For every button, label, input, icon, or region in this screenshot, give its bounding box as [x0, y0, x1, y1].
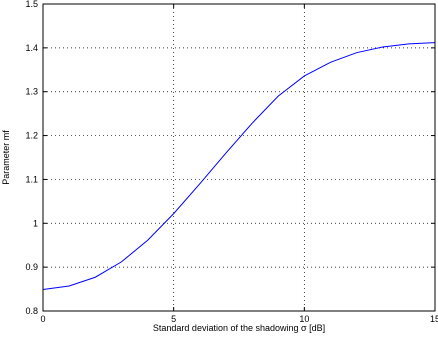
ticks-layer: 0 5 10 15 0.8 0.9 1 1.1 1.2 1.3 1.4 1.5 — [25, 0, 438, 324]
x-tick-label: 15 — [430, 314, 438, 324]
x-tick-label: 10 — [299, 314, 309, 324]
y-tick-label: 0.8 — [25, 306, 38, 316]
y-tick-label: 0.9 — [25, 262, 38, 272]
y-axis-label: Parameter mf — [1, 130, 11, 185]
x-tick-label: 5 — [171, 314, 176, 324]
y-tick-label: 1.1 — [25, 174, 38, 184]
y-tick-label: 1.5 — [25, 0, 38, 9]
series-line — [42, 42, 436, 291]
y-tick-label: 1.4 — [25, 43, 38, 53]
x-axis-label: Standard deviation of the shadowing σ [d… — [153, 323, 325, 333]
y-tick-label: 1.2 — [25, 131, 38, 141]
plot-frame — [42, 3, 436, 312]
x-tick-label: 0 — [40, 314, 45, 324]
y-tick-label: 1.3 — [25, 87, 38, 97]
grid-lines — [43, 4, 435, 311]
series-layer — [42, 42, 436, 291]
y-tick-label: 1 — [33, 218, 38, 228]
